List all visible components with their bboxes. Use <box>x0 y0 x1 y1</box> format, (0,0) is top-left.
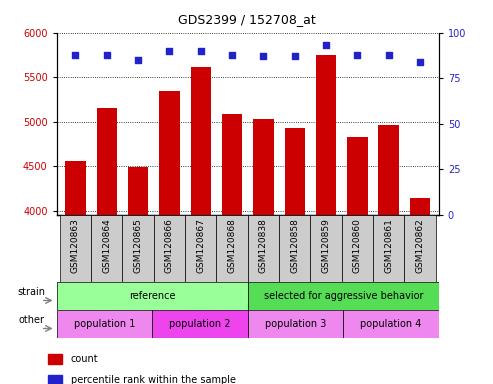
Text: GSM120858: GSM120858 <box>290 218 299 273</box>
Point <box>291 53 299 60</box>
Bar <box>343 310 439 338</box>
Text: GDS2399 / 152708_at: GDS2399 / 152708_at <box>177 13 316 26</box>
Bar <box>159 91 179 384</box>
Bar <box>65 161 86 384</box>
Text: GSM120860: GSM120860 <box>353 218 362 273</box>
Text: population 3: population 3 <box>265 319 326 329</box>
Bar <box>316 55 336 384</box>
Bar <box>253 119 274 384</box>
Point <box>71 51 79 58</box>
Point <box>197 48 205 54</box>
Bar <box>311 215 342 282</box>
Text: GSM120863: GSM120863 <box>71 218 80 273</box>
Text: GSM120866: GSM120866 <box>165 218 174 273</box>
Bar <box>48 375 63 384</box>
Text: population 2: population 2 <box>169 319 231 329</box>
Bar <box>404 215 436 282</box>
Bar <box>91 215 122 282</box>
Text: reference: reference <box>129 291 176 301</box>
Bar <box>248 215 279 282</box>
Bar <box>247 310 343 338</box>
Bar <box>247 282 439 310</box>
Text: selected for aggressive behavior: selected for aggressive behavior <box>263 291 423 301</box>
Bar <box>60 215 91 282</box>
Point <box>166 48 174 54</box>
Bar <box>410 198 430 384</box>
Bar <box>57 282 247 310</box>
Bar <box>48 354 63 364</box>
Bar <box>347 137 367 384</box>
Bar <box>122 215 154 282</box>
Text: percentile rank within the sample: percentile rank within the sample <box>71 375 236 384</box>
Bar <box>379 125 399 384</box>
Bar <box>279 215 311 282</box>
Point <box>103 51 111 58</box>
Bar <box>154 215 185 282</box>
Point <box>416 59 424 65</box>
Text: count: count <box>71 354 99 364</box>
Point <box>259 53 267 60</box>
Bar <box>128 167 148 384</box>
Point <box>228 51 236 58</box>
Text: GSM120864: GSM120864 <box>103 218 111 273</box>
Text: population 1: population 1 <box>74 319 135 329</box>
Text: population 4: population 4 <box>360 319 422 329</box>
Bar <box>342 215 373 282</box>
Text: GSM120838: GSM120838 <box>259 218 268 273</box>
Point <box>385 51 392 58</box>
Point <box>353 51 361 58</box>
Text: strain: strain <box>17 287 45 297</box>
Text: GSM120865: GSM120865 <box>134 218 142 273</box>
Text: GSM120862: GSM120862 <box>416 218 424 273</box>
Bar <box>373 215 404 282</box>
Point <box>322 42 330 48</box>
Text: GSM120867: GSM120867 <box>196 218 205 273</box>
Text: other: other <box>18 315 44 325</box>
Point <box>134 57 142 63</box>
Bar <box>191 67 211 384</box>
Bar <box>284 128 305 384</box>
Bar <box>152 310 247 338</box>
Text: GSM120868: GSM120868 <box>228 218 237 273</box>
Bar <box>57 310 152 338</box>
Bar <box>216 215 248 282</box>
Bar <box>97 108 117 384</box>
Bar <box>185 215 216 282</box>
Text: GSM120861: GSM120861 <box>384 218 393 273</box>
Text: GSM120859: GSM120859 <box>321 218 330 273</box>
Bar <box>222 114 242 384</box>
